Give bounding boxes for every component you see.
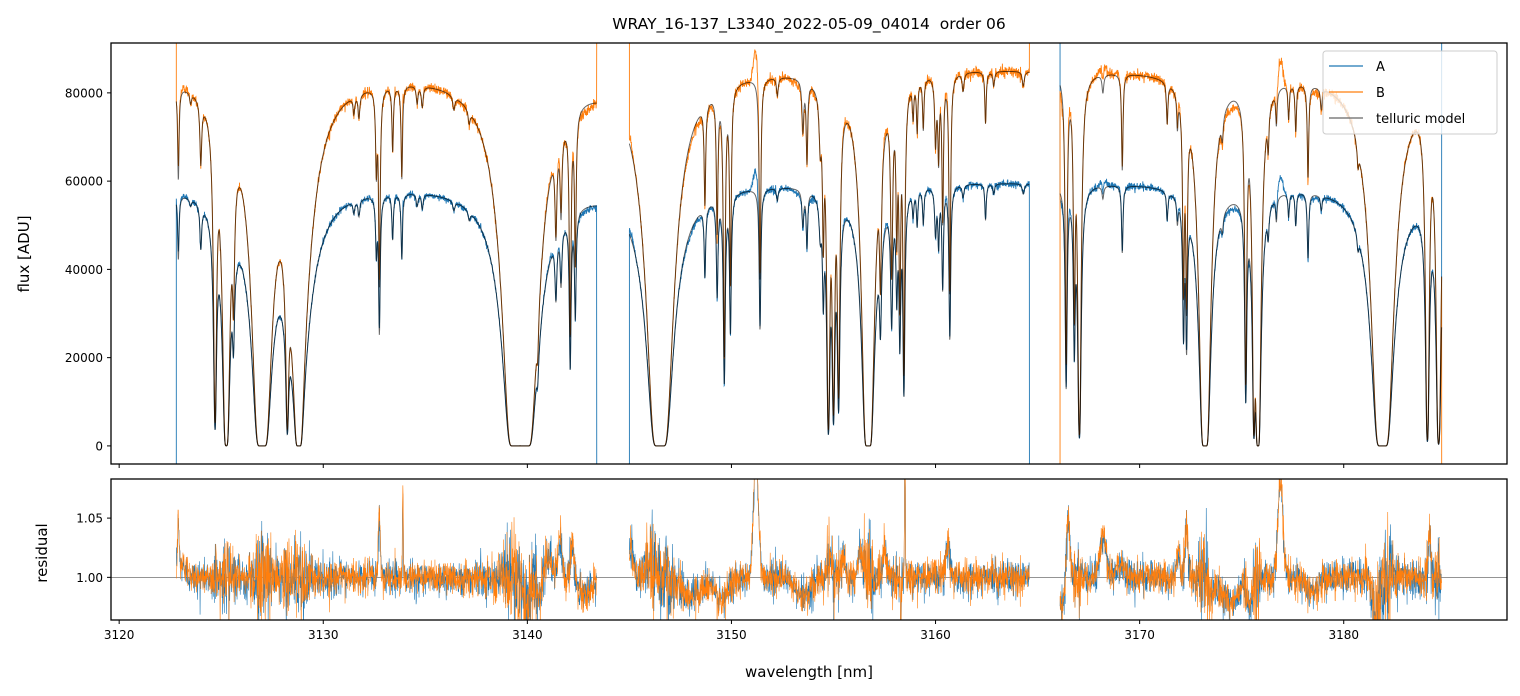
x-tick-label: 3140 <box>512 628 543 642</box>
x-axis-label: wavelength [nm] <box>745 663 873 681</box>
residual-panel-frame <box>110 478 1508 621</box>
flux-ylabel: flux [ADU] <box>15 215 33 292</box>
chart-title: WRAY_16-137_L3340_2022-05-09_04014 order… <box>612 15 1006 34</box>
x-tick-label: 3160 <box>920 628 951 642</box>
telluric-model-B <box>175 70 1443 447</box>
residual-y-tick-label: 1.05 <box>76 512 103 526</box>
x-tick-label: 3120 <box>104 628 135 642</box>
legend-box <box>1322 50 1498 135</box>
x-tick-label: 3150 <box>716 628 747 642</box>
legend-label: telluric model <box>1376 112 1465 127</box>
flux-panel-frame <box>110 42 1508 465</box>
legend-label: B <box>1376 86 1385 101</box>
residual-panel: 3120 3130 3140 3150 3160 3170 3180 1.00 1.05 res… <box>33 478 1508 642</box>
flux-y-tick-label: 20000 <box>65 351 103 365</box>
flux-y-tick-label: 40000 <box>65 263 103 277</box>
flux-y-tick-label: 80000 <box>65 86 103 100</box>
residual-ylabel: residual <box>33 523 51 582</box>
flux-y-tick-label: 0 <box>95 439 103 453</box>
x-tick-label: 3180 <box>1328 628 1359 642</box>
x-tick-label: 3170 <box>1124 628 1155 642</box>
legend-label: A <box>1376 60 1385 75</box>
flux-y-tick-label: 60000 <box>65 175 103 189</box>
series-A-residual <box>176 479 1442 620</box>
residual-y-tick-label: 1.00 <box>76 571 103 585</box>
series-B-residual <box>176 479 1442 620</box>
flux-panel: 0 20000 40000 60000 80000 flux [ADU] <box>15 42 1508 468</box>
x-tick-label: 3130 <box>308 628 339 642</box>
telluric-model-A <box>175 183 1443 447</box>
